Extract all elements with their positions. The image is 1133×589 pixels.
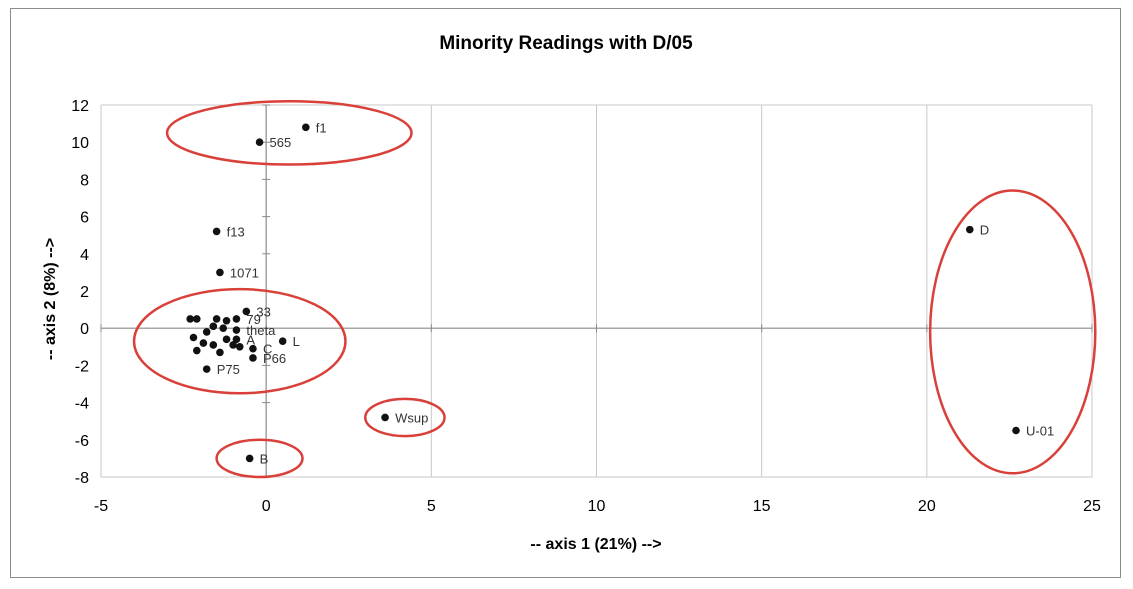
y-tick-label: -2 <box>75 358 89 375</box>
x-tick-label: -5 <box>94 498 108 515</box>
highlight-ellipse-cluster-group <box>132 287 347 395</box>
data-point <box>216 268 224 277</box>
data-point <box>209 341 218 349</box>
point-label: P66 <box>263 351 286 366</box>
data-point <box>202 328 211 336</box>
data-point <box>222 316 231 325</box>
data-point <box>219 324 228 333</box>
data-point <box>212 227 221 236</box>
tick-labels: -5 0 5 10 15 20 25 -8 -6 -4 -2 0 2 4 6 8 10 12 <box>71 98 1101 515</box>
data-point <box>245 454 254 463</box>
data-point <box>202 365 211 373</box>
highlight-ellipse-top-group <box>165 100 413 166</box>
x-tick-label: 10 <box>588 498 606 515</box>
data-point <box>229 341 237 349</box>
point-label: 79 <box>246 312 260 327</box>
point-label: Wsup <box>395 410 428 425</box>
chart-title: Minority Readings with D/05 <box>439 33 693 54</box>
data-point <box>255 138 264 146</box>
highlight-ellipse-right-group <box>928 189 1097 475</box>
highlight-ellipse-b-group <box>215 438 304 479</box>
highlight-ellipse-wsup-group <box>364 397 446 438</box>
point-label: 33 <box>256 304 270 319</box>
point-label: D <box>980 223 989 238</box>
data-point <box>302 123 310 132</box>
data-point <box>1012 426 1020 435</box>
point-label: f13 <box>227 224 245 239</box>
y-tick-label: 6 <box>80 210 89 227</box>
point-label: theta <box>246 323 276 338</box>
data-point <box>235 343 244 351</box>
y-tick-label: 2 <box>80 284 89 301</box>
point-label: U-01 <box>1026 424 1054 439</box>
point-label: C <box>263 342 272 357</box>
data-point <box>381 413 389 422</box>
data-point <box>242 307 251 316</box>
x-tick-label: 5 <box>427 498 436 515</box>
x-tick-label: 0 <box>262 498 271 515</box>
x-tick-label: 20 <box>918 498 936 515</box>
data-point <box>209 322 218 331</box>
data-point <box>199 339 208 347</box>
chart-frame: -5 0 5 10 15 20 25 -8 -6 -4 -2 0 2 4 6 8 10 12 f1 565 f13 10… <box>10 8 1121 578</box>
y-axis-title: -- axis 2 (8%) --> <box>42 238 59 360</box>
y-tick-label: 12 <box>71 98 89 115</box>
point-label: f1 <box>316 120 327 135</box>
data-point <box>249 354 257 362</box>
y-tick-label: 8 <box>80 172 89 189</box>
grid-lines <box>100 104 1093 478</box>
data-point <box>278 337 287 346</box>
data-point <box>249 344 257 353</box>
data-point <box>232 315 241 323</box>
data-point <box>216 348 224 357</box>
scatter-chart: -5 0 5 10 15 20 25 -8 -6 -4 -2 0 2 4 6 8 10 12 f1 565 f13 10… <box>42 33 1101 553</box>
x-axis-title: -- axis 1 (21%) --> <box>530 536 661 553</box>
point-label: 1071 <box>230 265 259 280</box>
y-tick-label: -4 <box>75 396 89 413</box>
point-label: 565 <box>270 135 292 150</box>
data-point <box>222 335 231 344</box>
y-tick-label: 0 <box>80 321 89 338</box>
y-tick-label: 4 <box>80 247 89 264</box>
point-label: L <box>293 334 300 349</box>
data-point <box>232 326 241 334</box>
x-tick-label: 15 <box>753 498 771 515</box>
highlight-ellipses <box>132 100 1097 479</box>
y-tick-label: -8 <box>75 470 89 487</box>
data-point <box>186 315 194 323</box>
point-label: P75 <box>217 362 240 377</box>
data-point <box>192 346 201 355</box>
y-tick-label: 10 <box>71 135 89 152</box>
data-point <box>232 335 241 344</box>
data-point <box>965 225 974 234</box>
data-point <box>192 315 201 323</box>
x-tick-label: 25 <box>1083 498 1101 515</box>
data-point <box>212 315 221 323</box>
point-label: B <box>260 451 269 466</box>
y-tick-label: -6 <box>75 433 89 450</box>
data-point <box>189 333 198 342</box>
point-label: A <box>246 332 255 347</box>
